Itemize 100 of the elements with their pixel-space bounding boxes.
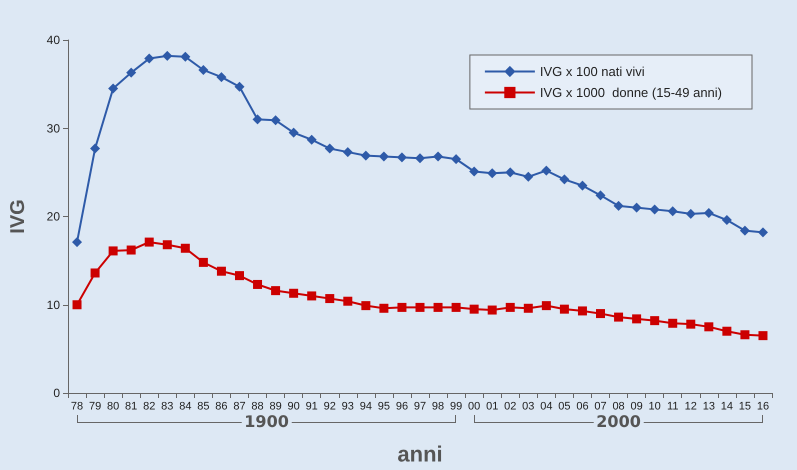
point [126,68,136,78]
text: 2000 [593,412,644,431]
x-tick-label: 12 [684,400,697,412]
x-tick-label: 08 [612,400,625,412]
x-tick-label: 10 [648,400,661,412]
point [397,302,406,312]
point [271,286,280,296]
x-tick-label: 88 [251,400,264,412]
point [307,291,316,300]
point [234,271,244,280]
point [234,82,244,92]
x-tick-label: 82 [143,400,156,412]
point [162,240,172,250]
x-tick-label: 86 [215,400,228,412]
x-tick-label: 03 [522,400,534,412]
point [270,115,281,126]
x-tick-label: 83 [161,400,174,412]
x-tick-label: 92 [324,400,336,412]
point [686,208,696,219]
point [542,301,551,310]
point [452,302,461,312]
point [343,296,352,306]
point [506,302,515,312]
x-tick-label: 14 [720,400,733,412]
point [722,215,732,226]
y-tick-label: 10 [46,298,60,312]
y-tick-label: 30 [46,121,60,136]
point [144,54,154,64]
point [434,302,443,312]
y-axis-title: IVG [7,199,29,234]
x-tick-label: 02 [504,400,516,412]
point [216,266,226,276]
x-tick-label: 98 [432,400,444,412]
x-tick-label: 11 [667,400,678,412]
legend-label: IVG x 1000 donne (15-49 anni) [540,85,722,100]
y-tick-label: 40 [46,33,60,47]
point [523,172,534,182]
point [360,150,371,161]
point [253,280,262,289]
point [559,174,570,184]
x-tick-label: 16 [756,400,770,412]
x-tick-label: 97 [414,400,426,412]
x-tick-label: 06 [576,400,589,412]
point [180,52,190,62]
y-tick-label: 0 [53,386,60,400]
point [650,204,660,214]
point [758,227,768,238]
point [451,154,462,164]
point [361,301,370,310]
point [144,238,154,247]
x-tick-label: 00 [468,400,480,412]
x-tick-label: 91 [306,400,318,412]
point [577,180,588,191]
x-tick-label: 99 [450,400,462,412]
point [288,128,299,138]
x-axis-title: anni [397,442,443,466]
point [325,294,334,304]
point [415,153,425,164]
point [505,167,516,178]
x-tick-label: 13 [702,400,715,412]
point [740,330,750,340]
point [324,144,335,154]
point [126,246,136,255]
x-tick-label: 80 [107,400,120,412]
point [524,304,533,313]
x-tick-label: 79 [88,400,102,412]
point [632,314,642,324]
text: 1900 [241,412,292,431]
point [487,168,498,178]
point [632,202,642,213]
point [650,316,660,326]
point [306,134,317,145]
point [578,306,587,316]
point [342,147,353,158]
legend-label: IVG x 100 nati vivi [540,64,645,79]
x-tick-label: 04 [540,400,552,412]
x-tick-label: 07 [594,400,607,412]
x-tick-label: 96 [396,400,408,412]
point [614,200,624,211]
point [488,306,497,315]
x-tick-label: 94 [360,400,372,412]
point [198,65,208,76]
point [596,190,606,200]
point [108,84,118,94]
point [378,151,389,162]
x-tick-label: 87 [233,400,246,412]
x-tick-label: 93 [342,400,354,412]
point [596,309,606,318]
point [686,320,696,329]
x-tick-label: 90 [288,400,300,412]
x-tick-label: 01 [486,400,498,412]
point [560,304,569,314]
point [704,322,714,332]
point [216,72,226,82]
x-tick-label: 84 [179,400,192,412]
point [396,152,407,162]
point [541,166,552,176]
point [72,300,82,310]
point [108,246,118,256]
x-tick-label: 89 [269,400,282,412]
